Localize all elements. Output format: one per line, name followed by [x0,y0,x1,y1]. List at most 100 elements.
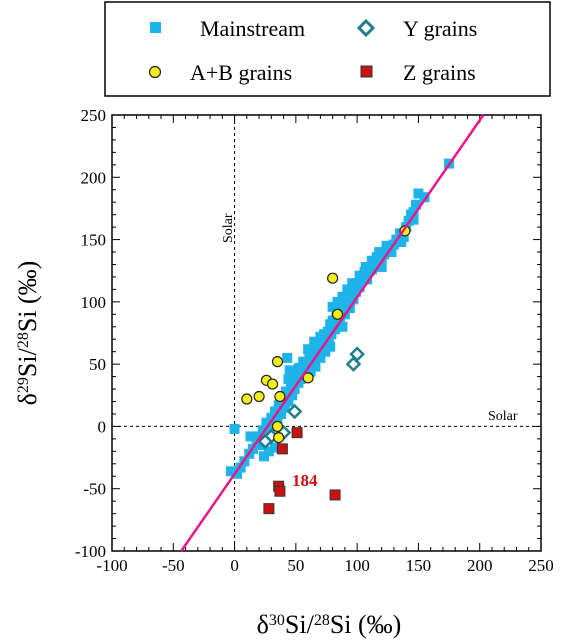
mainstream-point [413,188,424,199]
x-title-mid: Si/ [285,610,315,639]
x-title-delta: δ [257,610,269,639]
legend-marker-ab-grains [148,65,162,79]
mainstream-point [332,296,343,307]
x-tick-label: 200 [467,556,493,575]
mainstream-point [410,199,421,210]
y-grains-point [257,433,273,450]
mainstream-point [270,442,281,453]
legend-label-mainstream: Mainstream [200,16,305,41]
x-tick-label: 0 [230,556,239,575]
mainstream-point [325,319,336,330]
mainstream-point [293,364,304,375]
a-b-grains-point [274,390,286,403]
solar-label-horizontal: Solar [488,409,518,424]
mainstream-point [270,406,281,417]
axis-ticks [111,114,542,552]
mainstream-point [376,261,387,272]
legend-label-ab-grains: A+B grains [190,60,292,85]
y-title-mid: Si/ [13,347,42,377]
mainstream-point [359,266,370,277]
mainstream-point [337,321,348,332]
mainstream-point [419,192,430,203]
fit-line-group [180,114,485,552]
z-grains-point [276,443,288,455]
x-tick-label: 150 [406,556,432,575]
z-grains-point [329,489,341,501]
y-tick-label: -100 [75,542,106,561]
z-grains-point [291,427,303,439]
y-title-delta: δ [13,393,42,405]
y-grains-point [345,356,362,372]
mainstream-point [348,294,359,305]
mainstream-point [371,252,382,263]
mainstream-point [257,425,268,436]
a-b-grains-point [273,432,285,444]
y-tick-label: 100 [81,293,107,312]
mainstream-point [273,400,284,411]
legend-marker-y-grains [356,18,376,38]
solar-label-vertical: Solar [221,213,236,243]
mainstream-point [283,374,294,385]
x-tick-label: 250 [528,556,554,575]
x-title-sup1: 30 [269,612,285,629]
mainstream-point [229,423,240,434]
mainstream-point [366,264,377,275]
y-tick-label: 0 [98,417,107,436]
mainstream-point [235,462,246,473]
axis-tick-labels: -100 -50 0 50 100 150 200 250 -100 -50 0 50 100 150 20… [75,106,554,575]
mainstream-point [225,466,236,477]
a-b-grains-point [327,272,339,284]
mainstream-point [258,451,269,462]
a-b-grains-point [271,356,284,368]
z-grains-point [274,485,286,497]
legend-frame [104,1,551,97]
mainstream-point [361,274,372,285]
mainstream-point [309,336,320,347]
x-tick-label: 100 [344,556,370,575]
y-title-sup1: 29 [15,377,32,393]
mainstream-point [272,415,283,426]
mainstream-point [284,365,295,376]
mainstream-point [232,468,243,479]
mainstream-point [347,278,358,289]
y-title-tail: Si (‰) [13,261,42,333]
y-title-sup2: 28 [15,332,32,348]
x-tick-label: 50 [287,556,304,575]
y-tick-label: 200 [81,168,107,187]
mainstream-point [282,352,293,363]
mainstream-point [261,417,272,428]
fit-line [180,114,485,552]
mainstream-point [303,344,314,355]
x-tick-label: -100 [96,556,127,575]
y-grains-point [286,403,303,420]
mainstream-point [315,331,326,342]
mainstream-point [408,214,419,225]
y-tick-label: -50 [83,480,106,499]
grain-184-label: 184 [292,471,318,490]
a-b-grains-point [331,308,344,320]
x-title-tail: Si (‰) [330,610,402,639]
a-b-grains-point [271,420,284,433]
z-grains-point [263,503,275,515]
mainstream-point [287,390,298,401]
legend-marker-z-grains [360,65,373,78]
y-tick-label: 50 [89,355,106,374]
y-tick-label: 150 [81,231,107,250]
mainstream-point [342,284,353,295]
mainstream-point [276,408,287,419]
mainstream-point [398,232,409,243]
x-title-sup2: 28 [314,612,330,629]
y-tick-label: 250 [81,106,107,125]
legend-label-z-grains: Z grains [403,60,476,85]
mainstream-point [354,281,365,292]
x-axis-title: δ30Si/28Si (‰) [257,610,402,639]
a-b-grains-point [241,393,253,405]
mainstream-point [279,402,290,413]
mainstream-point [281,386,292,397]
solar-reference-lines [112,115,541,551]
a-b-grains-point [253,390,265,403]
a-b-grains-point [266,378,279,390]
x-tick-label: -50 [162,556,185,575]
legend-marker-mainstream [150,22,161,33]
